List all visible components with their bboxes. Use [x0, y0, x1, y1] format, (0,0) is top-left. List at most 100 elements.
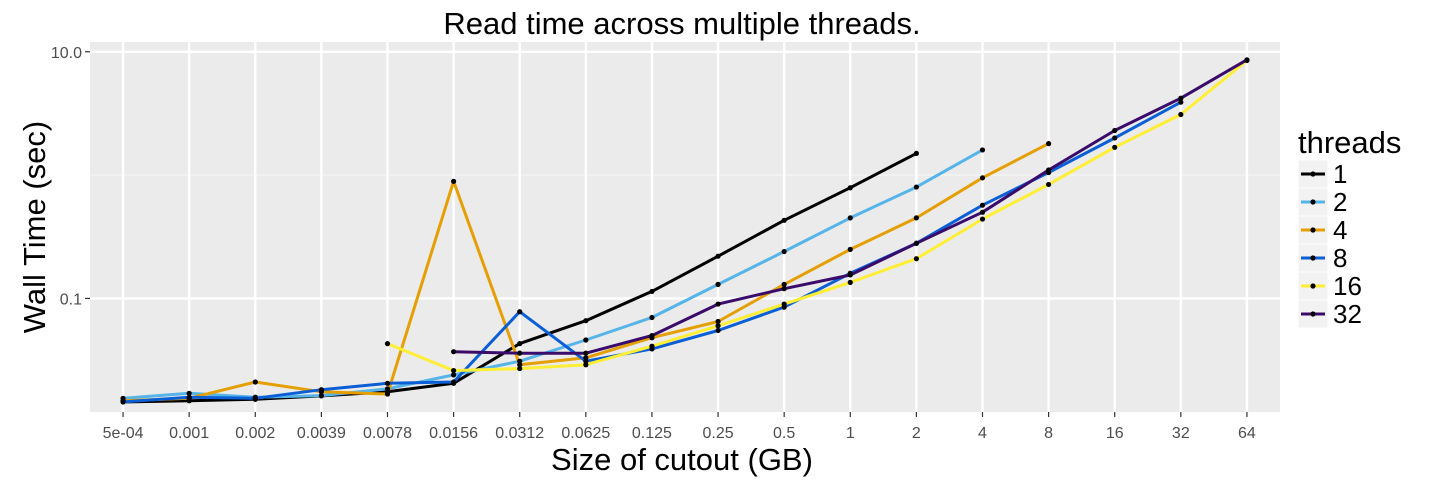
data-point-16: [1178, 111, 1184, 118]
legend-item-4: 4: [1297, 215, 1347, 245]
x-axis: 5e-04 0.001 0.002 0.0039 0.0078 0.0156 0.0312 0…: [103, 412, 1256, 442]
data-point-2: [649, 314, 655, 321]
legend-item-16: 16: [1297, 271, 1362, 301]
y-axis: 0.1 10.0: [51, 45, 90, 308]
legend-label: 1: [1333, 159, 1347, 189]
x-tick-label: 32: [1172, 425, 1190, 442]
data-point-4: [252, 379, 258, 385]
legend-title: threads: [1298, 125, 1401, 160]
x-tick-label: 64: [1238, 425, 1256, 442]
data-point-8: [715, 327, 721, 334]
data-point-2: [979, 147, 986, 153]
data-point-2: [517, 358, 523, 364]
data-point-16: [979, 216, 986, 222]
data-point-4: [847, 246, 853, 252]
data-point-8: [252, 395, 258, 401]
plot-panel: [90, 42, 1280, 412]
legend-label: 32: [1333, 299, 1362, 329]
major-gridlines: [90, 42, 1280, 412]
data-point-32: [979, 209, 986, 215]
x-tick-label: 0.5: [773, 425, 795, 442]
legend-item-32: 32: [1297, 299, 1362, 329]
data-point-4: [517, 362, 523, 368]
legend-key-point: [1310, 171, 1316, 177]
y-axis-title: Wall Time (sec): [17, 121, 52, 333]
data-point-1: [715, 253, 721, 259]
data-point-32: [847, 272, 853, 278]
data-point-2: [384, 386, 391, 392]
x-tick-label: 2: [912, 425, 921, 442]
data-point-4: [979, 175, 986, 181]
data-point-1: [517, 341, 523, 347]
data-point-2: [583, 337, 589, 343]
data-point-32: [517, 350, 523, 356]
legend-item-1: 1: [1297, 159, 1347, 189]
x-tick-label: 0.0156: [429, 425, 478, 442]
data-point-2: [318, 392, 324, 399]
data-point-2: [715, 281, 721, 287]
data-point-8: [979, 202, 986, 208]
data-point-4: [1046, 141, 1052, 147]
data-point-4: [715, 318, 721, 325]
legend-key-point: [1310, 283, 1316, 289]
legend-key-point: [1310, 255, 1316, 261]
data-point-32: [913, 240, 919, 246]
data-point-16: [715, 323, 721, 329]
data-point-4: [913, 215, 919, 221]
data-point-2: [451, 372, 457, 378]
x-tick-label: 5e-04: [103, 425, 144, 442]
data-point-32: [583, 350, 589, 356]
data-point-16: [384, 341, 391, 347]
x-tick-label: 0.0039: [297, 425, 346, 442]
data-point-16: [781, 301, 787, 307]
x-tick-label: 0.0312: [495, 425, 544, 442]
x-axis-title: Size of cutout (GB): [551, 442, 813, 477]
legend-item-8: 8: [1297, 243, 1347, 273]
x-tick-label: 0.001: [169, 425, 209, 442]
x-tick-label: 1: [846, 425, 855, 442]
data-point-1: [847, 185, 853, 191]
legend-label: 16: [1333, 271, 1362, 301]
legend-key-point: [1310, 227, 1316, 233]
data-point-1: [649, 288, 655, 295]
data-point-32: [715, 301, 721, 307]
legend-label: 4: [1333, 215, 1347, 245]
data-point-8: [1112, 135, 1118, 141]
data-point-8: [186, 394, 192, 400]
data-point-16: [913, 256, 919, 262]
y-tick-label: 10.0: [51, 45, 82, 62]
data-point-8: [451, 379, 457, 385]
x-tick-label: 0.0078: [363, 425, 412, 442]
data-point-1: [913, 150, 919, 156]
data-point-32: [1046, 167, 1052, 173]
y-tick-label: 0.1: [60, 291, 82, 308]
x-tick-label: 0.002: [235, 425, 275, 442]
data-point-32: [1112, 127, 1118, 134]
chart-title: Read time across multiple threads.: [443, 6, 920, 41]
data-point-8: [384, 380, 391, 386]
data-point-1: [781, 217, 787, 223]
x-tick-label: 0.0625: [561, 425, 610, 442]
series-points: [120, 57, 1250, 405]
data-point-16: [847, 279, 853, 285]
legend-label: 8: [1333, 243, 1347, 273]
legend-key-point: [1310, 199, 1316, 205]
x-tick-label: 0.125: [632, 425, 672, 442]
x-tick-label: 0.25: [702, 425, 733, 442]
data-point-32: [451, 349, 457, 355]
data-point-8: [318, 387, 324, 393]
data-point-2: [781, 248, 787, 255]
data-point-4: [781, 281, 787, 287]
data-point-2: [186, 390, 192, 396]
data-point-4: [451, 178, 457, 184]
data-point-16: [451, 367, 457, 374]
data-point-8: [1178, 99, 1184, 105]
data-point-16: [517, 365, 523, 372]
data-point-16: [1112, 144, 1118, 150]
data-point-8: [583, 358, 589, 364]
x-tick-label: 4: [978, 425, 987, 442]
data-point-4: [384, 391, 391, 397]
data-point-1: [583, 318, 589, 324]
